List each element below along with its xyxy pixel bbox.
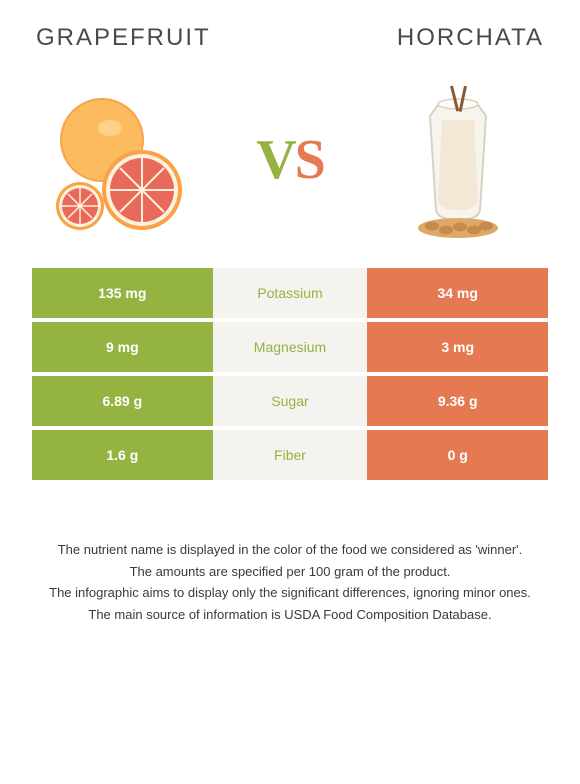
footer-notes: The nutrient name is displayed in the co… <box>32 540 548 624</box>
vs-s: S <box>295 129 324 191</box>
table-row: 135 mgPotassium34 mg <box>32 268 548 318</box>
cell-right-value: 0 g <box>367 430 548 480</box>
footer-line: The infographic aims to display only the… <box>40 583 540 603</box>
table-row: 1.6 gFiber0 g <box>32 430 548 480</box>
table-row: 6.89 gSugar9.36 g <box>32 376 548 426</box>
nutrient-table: 135 mgPotassium34 mg9 mgMagnesium3 mg6.8… <box>32 268 548 480</box>
cell-nutrient-label: Fiber <box>213 430 368 480</box>
cell-right-value: 9.36 g <box>367 376 548 426</box>
cell-right-value: 3 mg <box>367 322 548 372</box>
cell-right-value: 34 mg <box>367 268 548 318</box>
cell-left-value: 1.6 g <box>32 430 213 480</box>
title-left: GRAPEFRUIT <box>36 24 211 52</box>
vs-label: VS <box>256 128 324 192</box>
cell-nutrient-label: Magnesium <box>213 322 368 372</box>
cell-left-value: 6.89 g <box>32 376 213 426</box>
title-row: GRAPEFRUIT HORCHATA <box>32 24 548 60</box>
cell-left-value: 9 mg <box>32 322 213 372</box>
cell-nutrient-label: Potassium <box>213 268 368 318</box>
table-row: 9 mgMagnesium3 mg <box>32 322 548 372</box>
footer-line: The amounts are specified per 100 gram o… <box>40 562 540 582</box>
horchata-image <box>378 80 538 240</box>
grapefruit-image <box>42 80 202 240</box>
footer-line: The nutrient name is displayed in the co… <box>40 540 540 560</box>
cell-nutrient-label: Sugar <box>213 376 368 426</box>
hero-row: VS <box>32 60 548 260</box>
cell-left-value: 135 mg <box>32 268 213 318</box>
footer-line: The main source of information is USDA F… <box>40 605 540 625</box>
vs-v: V <box>256 129 294 191</box>
title-right: HORCHATA <box>397 24 544 52</box>
